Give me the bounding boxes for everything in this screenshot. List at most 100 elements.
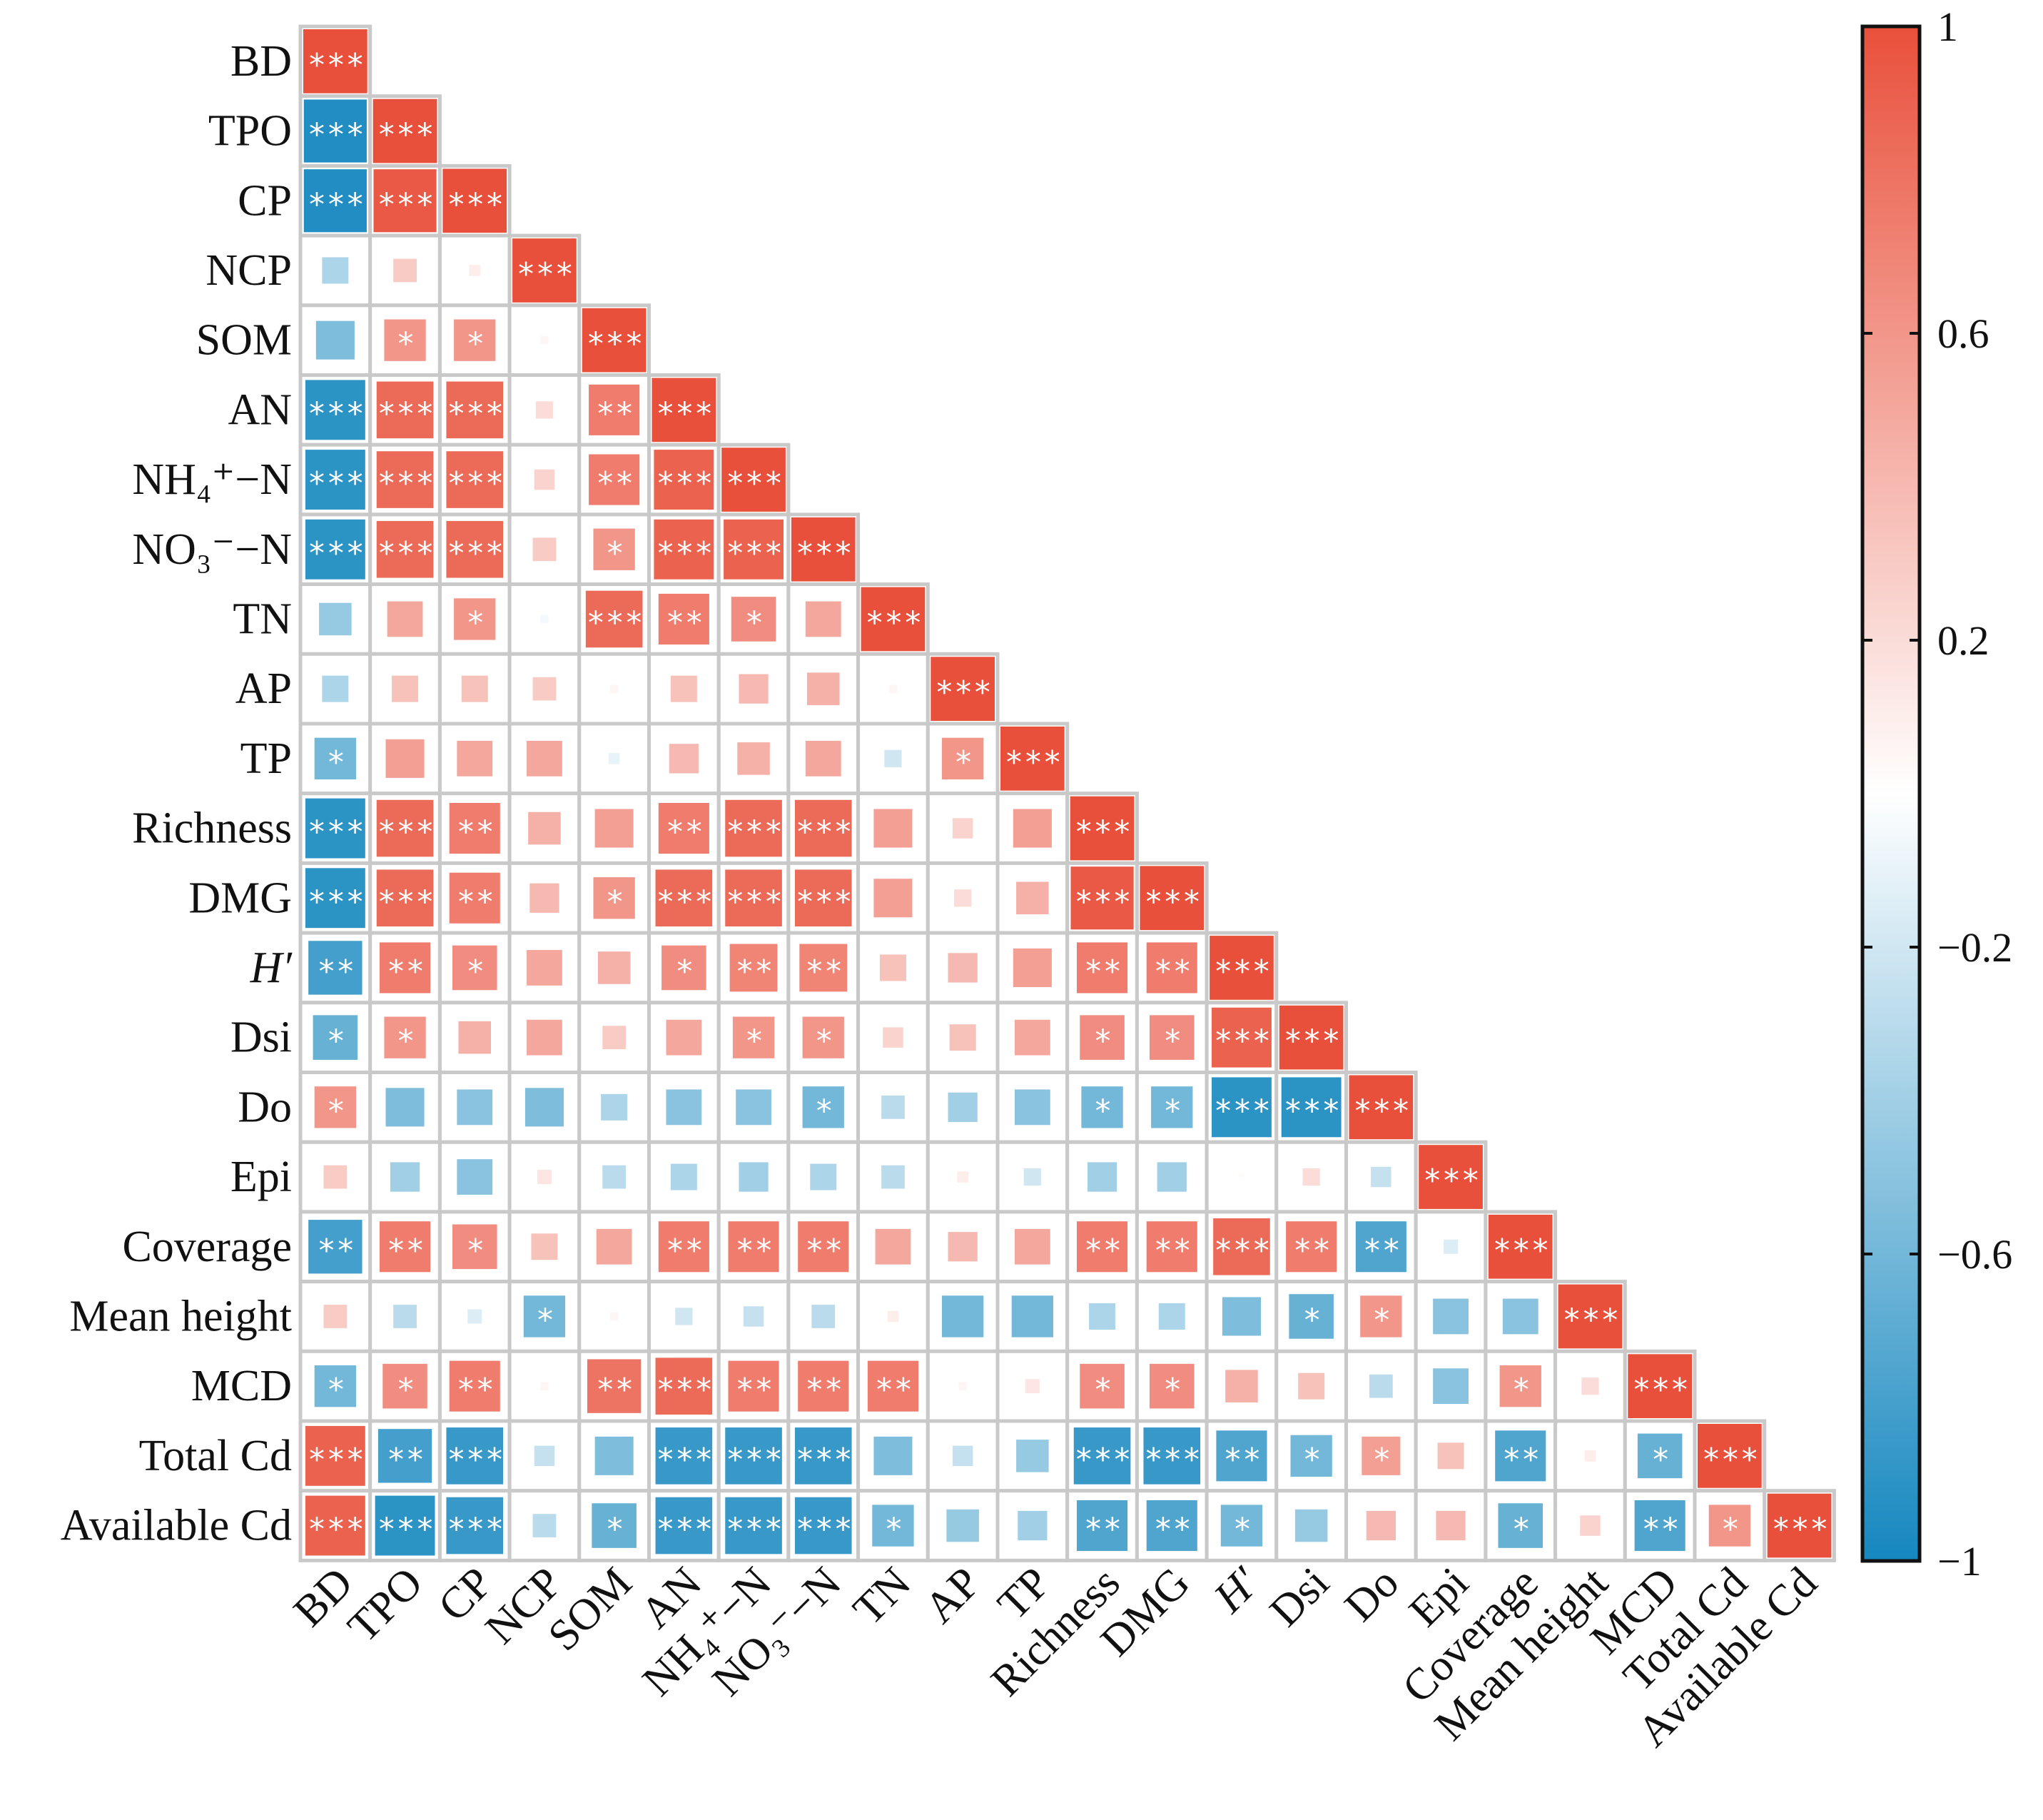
significance-stars: * * xyxy=(806,1372,841,1408)
row-label: AP xyxy=(235,664,292,713)
heatmap-cell-17-11 xyxy=(1077,1221,1128,1273)
heatmap-cell-9-3 xyxy=(532,677,557,701)
significance-stars: * * xyxy=(737,1372,771,1408)
heatmap-cell-20-12 xyxy=(1143,1427,1201,1485)
heatmap-cell-18-4 xyxy=(609,1312,619,1321)
heatmap-cell-9-9 xyxy=(931,657,995,721)
significance-stars: * * * xyxy=(309,814,363,851)
heatmap-cell-13-0 xyxy=(308,941,363,995)
heatmap-cell-7-6 xyxy=(724,519,784,580)
heatmap-cell-9-4 xyxy=(609,684,619,693)
heatmap-cell-5-3 xyxy=(535,401,554,419)
heatmap-cell-16-3 xyxy=(537,1170,552,1185)
heatmap-cell-20-16 xyxy=(1437,1442,1464,1470)
heatmap-cell-8-6 xyxy=(731,597,776,642)
significance-stars: * xyxy=(1304,1442,1319,1478)
heatmap-cell-frame xyxy=(926,1210,1000,1284)
row-label: Available Cd xyxy=(61,1502,292,1550)
heatmap-cell-17-17 xyxy=(1488,1214,1553,1279)
significance-stars: * xyxy=(607,1512,622,1548)
significance-stars: * * xyxy=(1643,1512,1678,1548)
heatmap-cell-18-5 xyxy=(675,1308,693,1325)
significance-stars: * * * xyxy=(727,814,781,851)
heatmap-cell-20-18 xyxy=(1584,1450,1596,1462)
heatmap-cell-19-11 xyxy=(1080,1363,1125,1409)
heatmap-cell-11-6 xyxy=(725,799,782,857)
colorbar: 1 0.6 0.2 −0.2 −0.6 −1 xyxy=(1860,4,2012,1584)
significance-stars: * * * xyxy=(658,1512,711,1548)
significance-stars: * * xyxy=(1085,954,1120,990)
significance-stars: * * * xyxy=(727,535,781,572)
significance-stars: * * xyxy=(597,1372,632,1408)
heatmap-cell-19-6 xyxy=(728,1360,779,1412)
heatmap-cell-13-8 xyxy=(879,954,906,981)
heatmap-cell-20-3 xyxy=(534,1445,555,1467)
row-label: AN xyxy=(228,385,292,434)
heatmap-cell-19-0 xyxy=(314,1365,357,1407)
heatmap-cell-16-6 xyxy=(739,1162,769,1192)
significance-stars: * * * xyxy=(309,47,363,84)
significance-stars: * * * xyxy=(379,814,432,851)
significance-stars: * * * xyxy=(379,1512,432,1548)
heatmap-cell-17-3 xyxy=(531,1233,558,1260)
heatmap-cell-10-8 xyxy=(884,749,902,767)
heatmap-cell-14-13 xyxy=(1212,1007,1272,1068)
heatmap-cell-12-3 xyxy=(529,883,559,913)
heatmap-cell-11-1 xyxy=(376,799,434,857)
heatmap-cell-21-8 xyxy=(872,1505,914,1547)
significance-stars: * * * xyxy=(448,465,502,502)
heatmap-cell-14-14 xyxy=(1279,1005,1344,1070)
significance-stars: * * * xyxy=(448,1512,502,1548)
heatmap-cell-5-0 xyxy=(305,380,365,440)
heatmap-cell-16-15 xyxy=(1371,1166,1391,1188)
significance-stars: * * * xyxy=(658,1442,711,1478)
heatmap-cell-18-7 xyxy=(811,1305,836,1328)
significance-stars: * * * xyxy=(1773,1512,1827,1548)
heatmap-cell-13-4 xyxy=(597,951,631,984)
heatmap-cell-19-14 xyxy=(1298,1372,1325,1400)
heatmap-cell-20-4 xyxy=(594,1436,634,1475)
significance-stars: * * * xyxy=(727,465,781,502)
significance-stars: * * * xyxy=(1076,1442,1130,1478)
heatmap-cell-18-0 xyxy=(323,1305,348,1328)
heatmap-cell-13-3 xyxy=(527,950,562,986)
significance-stars: * * xyxy=(597,465,632,502)
heatmap-cell-16-7 xyxy=(810,1163,837,1190)
significance-stars: * xyxy=(328,1372,343,1408)
significance-stars: * * * xyxy=(1494,1233,1548,1269)
heatmap-cell-20-14 xyxy=(1290,1435,1332,1477)
heatmap-cell-21-7 xyxy=(794,1497,852,1554)
row-label: CP xyxy=(238,176,292,225)
heatmap-cell-11-8 xyxy=(873,809,913,848)
heatmap-cell-6-2 xyxy=(446,451,504,508)
heatmap-cell-17-12 xyxy=(1146,1221,1197,1273)
heatmap-cell-17-13 xyxy=(1213,1218,1270,1275)
heatmap-cell-6-3 xyxy=(534,469,555,490)
heatmap-cell-12-1 xyxy=(376,869,434,927)
significance-stars: * * xyxy=(458,1372,492,1408)
heatmap-cell-8-0 xyxy=(319,602,352,636)
heatmap-cell-17-2 xyxy=(452,1224,497,1270)
heatmap-cell-17-9 xyxy=(948,1232,978,1262)
significance-stars: * xyxy=(398,1023,413,1060)
heatmap-cell-8-3 xyxy=(540,615,549,624)
heatmap-cell-19-16 xyxy=(1433,1368,1469,1405)
significance-stars: * * * xyxy=(309,186,363,223)
heatmap-cell-11-0 xyxy=(305,798,365,859)
heatmap-cell-21-12 xyxy=(1146,1500,1197,1552)
heatmap-cell-2-1 xyxy=(373,169,437,233)
significance-stars: * * * xyxy=(518,256,572,293)
significance-stars: * * * xyxy=(379,535,432,572)
heatmap-cell-13-11 xyxy=(1077,942,1128,994)
heatmap-cell-12-8 xyxy=(873,879,913,918)
heatmap-cell-16-14 xyxy=(1302,1168,1320,1186)
heatmap-cell-11-7 xyxy=(794,799,852,857)
significance-stars: * * xyxy=(318,1233,353,1269)
significance-stars: * * * xyxy=(309,117,363,153)
significance-stars: * xyxy=(746,605,761,641)
heatmap-cell-9-8 xyxy=(888,684,898,693)
significance-stars: * * * xyxy=(448,395,502,432)
heatmap-cell-21-6 xyxy=(725,1497,782,1554)
significance-stars: * * * xyxy=(309,465,363,502)
significance-stars: * xyxy=(886,1512,901,1548)
